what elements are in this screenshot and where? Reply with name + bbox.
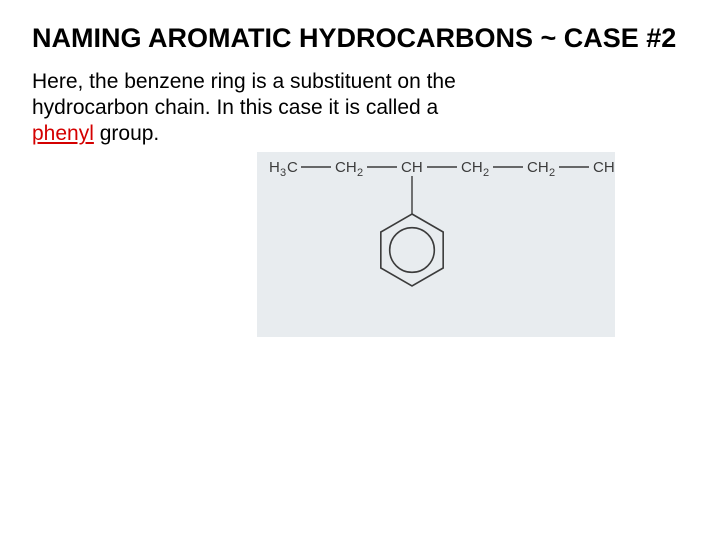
svg-text:2: 2 (549, 167, 555, 179)
svg-text:2: 2 (357, 167, 363, 179)
svg-text:3: 3 (280, 167, 286, 179)
svg-text:CH: CH (593, 159, 615, 176)
slide-title: NAMING AROMATIC HYDROCARBONS ~ CASE #2 (32, 22, 688, 55)
svg-text:CH: CH (461, 159, 483, 176)
svg-text:CH: CH (335, 159, 357, 176)
svg-text:H: H (269, 159, 280, 176)
phenylhexane-structure: H3CCH2CHCH2CH2CH3 (257, 152, 615, 337)
keyword-phenyl: phenyl (32, 122, 94, 145)
svg-text:C: C (287, 159, 298, 176)
body-line-1: Here, the benzene ring is a substituent … (32, 70, 456, 93)
svg-text:CH: CH (401, 159, 423, 176)
svg-text:CH: CH (527, 159, 549, 176)
body-after-keyword: group. (94, 122, 159, 145)
svg-text:2: 2 (483, 167, 489, 179)
body-line-2: hydrocarbon chain. In this case it is ca… (32, 96, 438, 119)
body-text: Here, the benzene ring is a substituent … (32, 69, 688, 148)
